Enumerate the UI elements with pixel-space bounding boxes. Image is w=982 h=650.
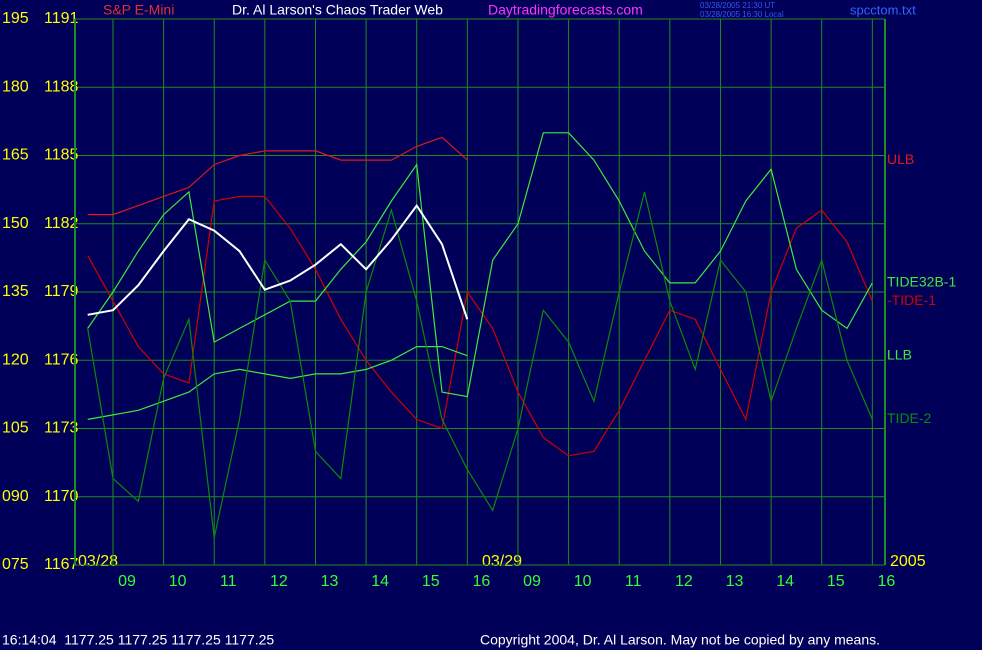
x-tick-label: 09 (118, 573, 136, 590)
series-label: -TIDE-1 (887, 292, 936, 308)
date-label: 03/29 (482, 553, 522, 570)
copyright: Copyright 2004, Dr. Al Larson. May not b… (480, 632, 880, 648)
series-line (87, 191, 873, 538)
x-tick-label: 11 (220, 573, 237, 590)
timestamp: 03/28/2005 21:30 UT (700, 1, 775, 10)
x-tick-label: 15 (827, 573, 845, 590)
timestamp: 03/28/2005 16:30 Local (700, 10, 784, 19)
y2-tick-label: 1173 (44, 420, 79, 437)
date-label: 2005 (890, 553, 926, 570)
x-tick-label: 10 (169, 573, 187, 590)
x-tick-label: 14 (371, 573, 389, 590)
series-line (87, 136, 468, 216)
y-tick-label: 135 (2, 283, 29, 300)
x-tick-label: 16 (877, 573, 895, 590)
file-name: spcctom.txt (850, 2, 916, 17)
y2-tick-label: 1179 (44, 283, 79, 300)
series-line (87, 195, 873, 457)
y-tick-label: 180 (2, 78, 29, 95)
series-line (87, 132, 873, 398)
series-label: TIDE32B-1 (887, 274, 956, 290)
y2-tick-label: 1185 (44, 147, 79, 164)
instrument-label: S&P E-Mini (103, 2, 174, 18)
date-label: 03/28 (78, 553, 118, 570)
x-tick-label: 15 (422, 573, 440, 590)
x-tick-label: 11 (625, 573, 642, 590)
y-tick-label: 090 (2, 488, 29, 505)
y2-tick-label: 1191 (44, 10, 79, 27)
y-tick-label: 165 (2, 147, 29, 164)
y-tick-label: 195 (2, 10, 29, 27)
x-tick-label: 14 (776, 573, 794, 590)
x-tick-label: 12 (675, 573, 693, 590)
series-label: LLB (887, 346, 912, 362)
y-tick-label: 105 (2, 420, 29, 437)
series-line (87, 203, 469, 320)
series-line (87, 346, 468, 420)
x-tick-label: 13 (726, 573, 744, 590)
x-tick-label: 12 (270, 573, 288, 590)
series-label: TIDE-2 (887, 410, 932, 426)
status-line: 16:14:04 1177.25 1177.25 1177.25 1177.25 (2, 632, 274, 648)
website: Daytradingforecasts.com (488, 2, 643, 18)
y-tick-label: 120 (2, 351, 29, 368)
y2-tick-label: 1182 (44, 215, 79, 232)
y2-tick-label: 1176 (44, 351, 79, 368)
y2-tick-label: 1188 (44, 78, 79, 95)
x-tick-label: 16 (472, 573, 490, 590)
y2-tick-label: 1167 (44, 556, 79, 573)
x-tick-label: 10 (574, 573, 592, 590)
y-tick-label: 075 (2, 556, 29, 573)
series-label: ULB (887, 151, 914, 167)
y2-tick-label: 1170 (44, 488, 79, 505)
chart-title: Dr. Al Larson's Chaos Trader Web (232, 2, 443, 18)
y-tick-label: 150 (2, 215, 29, 232)
x-tick-label: 13 (321, 573, 339, 590)
x-tick-label: 09 (523, 573, 541, 590)
